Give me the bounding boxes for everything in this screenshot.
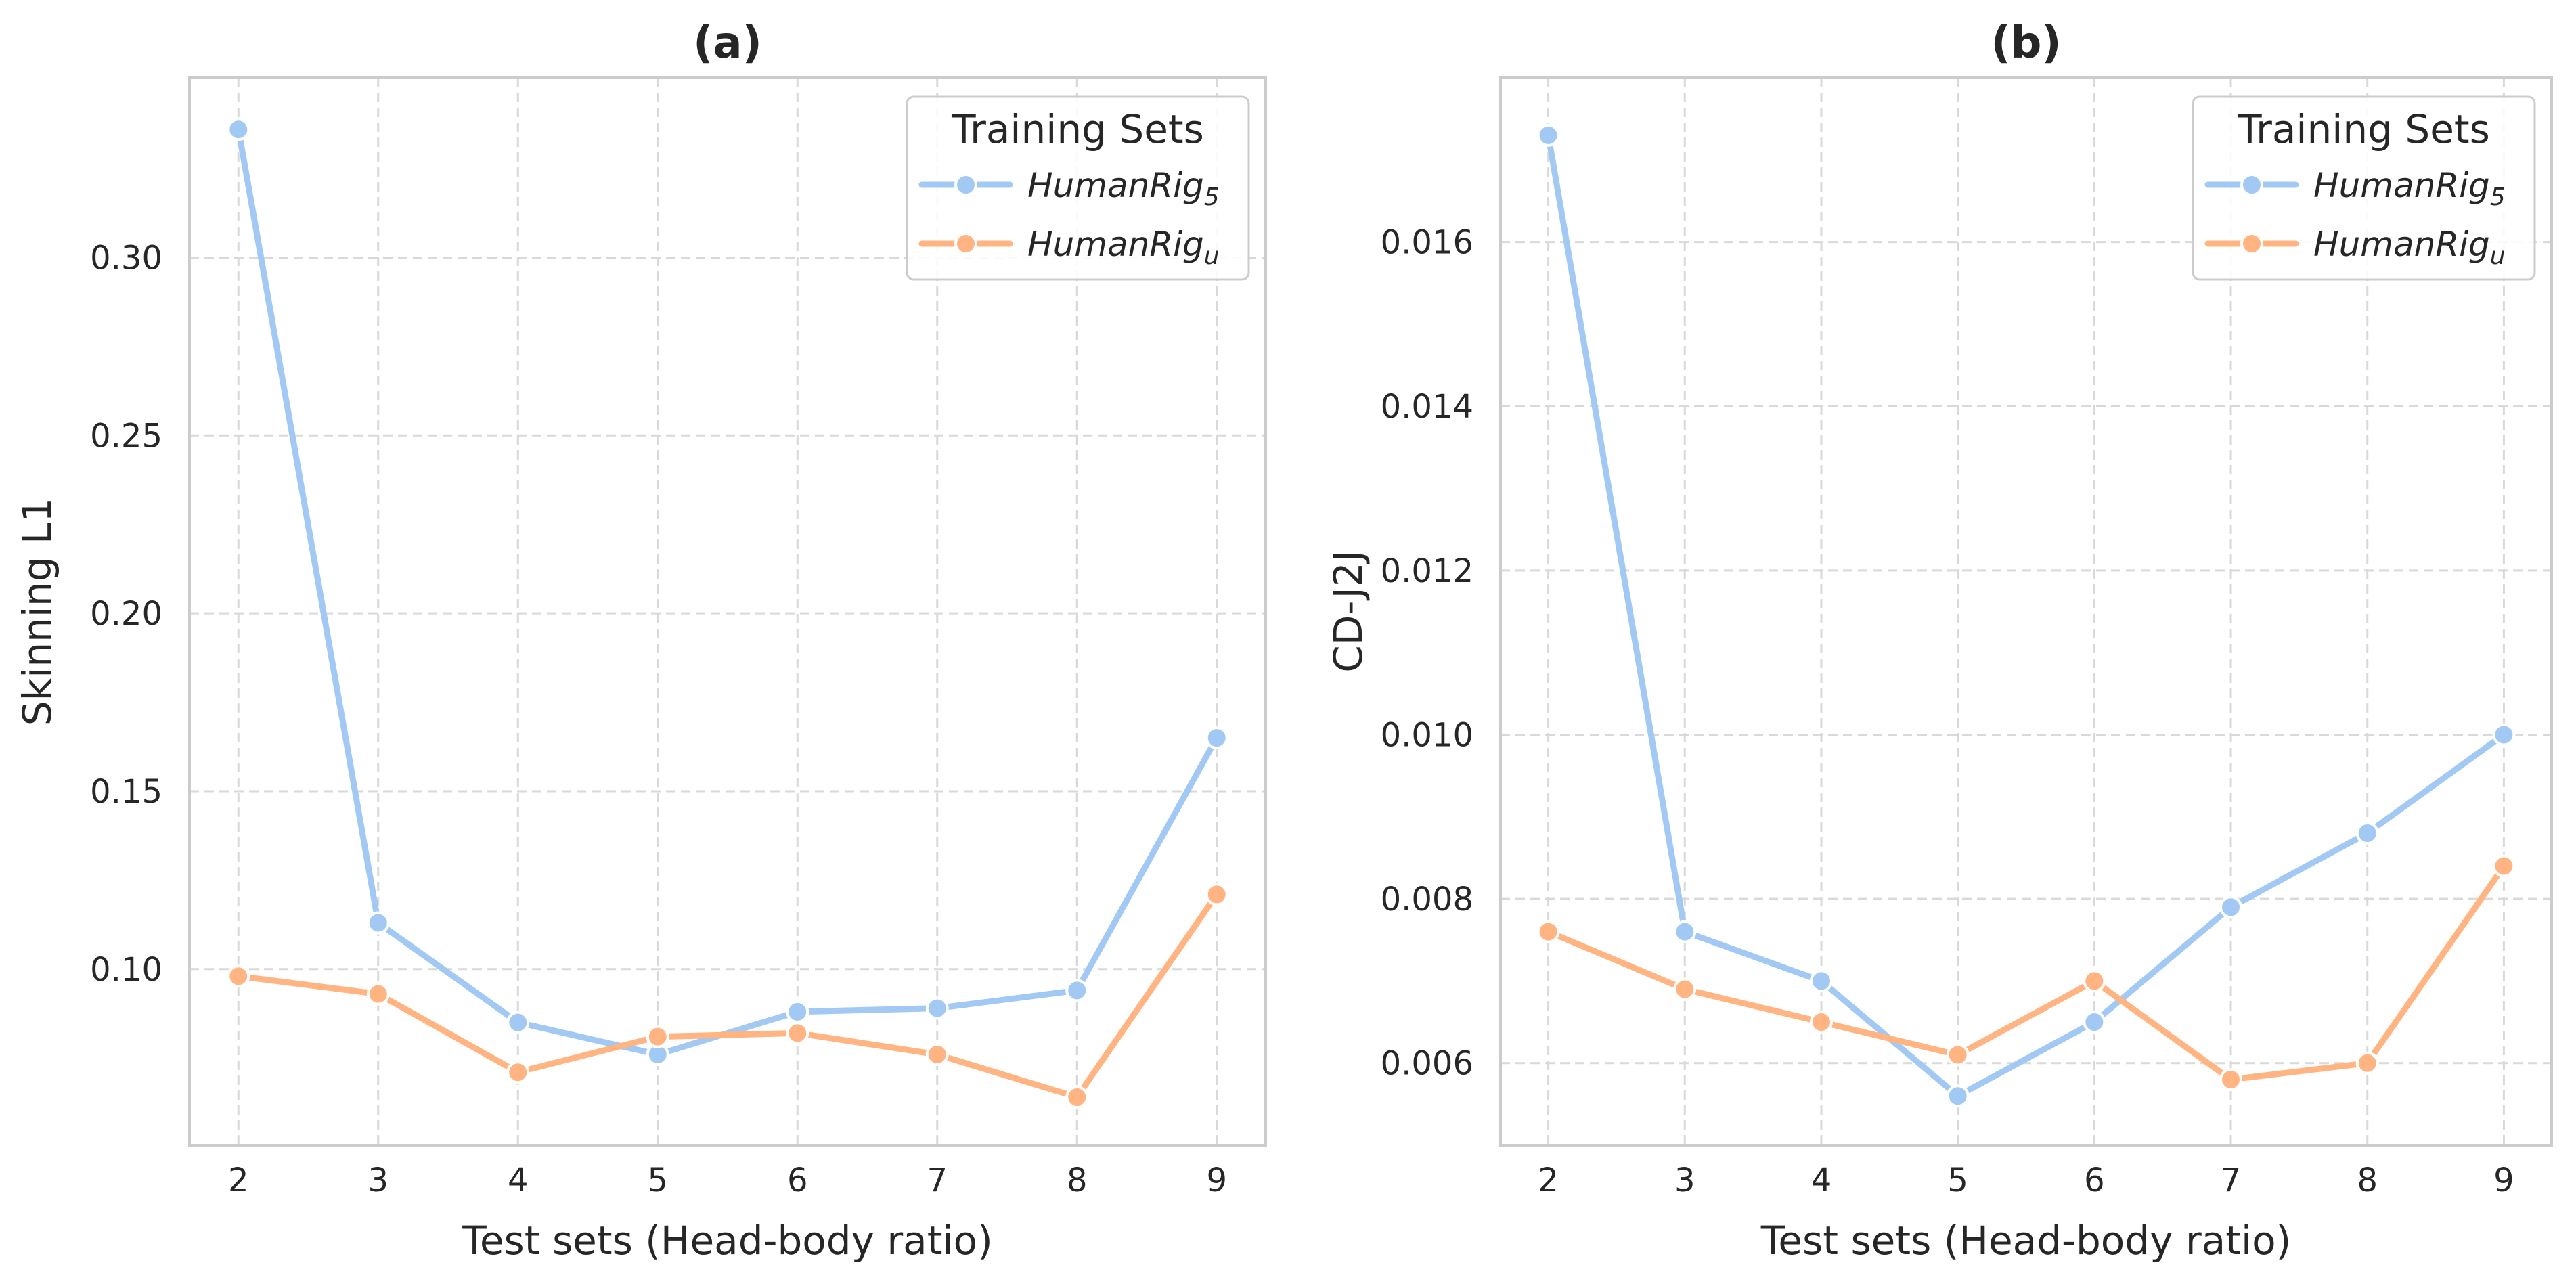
- x-tick-label: 3: [1674, 1161, 1695, 1199]
- data-point: [2492, 854, 2516, 878]
- chart-b: 2 3 4 5 6 7 8 9 0.006 0.008 0.010 0.012 0.014 0.016 (b…: [1325, 18, 2553, 1264]
- legend-entry-label: HumanRig5: [2313, 166, 2506, 211]
- y-tick-label: 0.25: [90, 417, 162, 455]
- x-tick-label: 9: [1206, 1161, 1227, 1199]
- data-point: [1536, 920, 1560, 943]
- data-point: [1809, 969, 1833, 993]
- data-point: [227, 118, 250, 141]
- legend-marker: [2240, 173, 2263, 196]
- data-point: [1946, 1043, 1970, 1067]
- plot-frame: [1499, 76, 2553, 1147]
- x-tick-label: 2: [1538, 1161, 1559, 1199]
- legend-entry-base: HumanRig: [2313, 166, 2490, 205]
- data-point: [1946, 1084, 1970, 1108]
- data-point: [646, 1025, 669, 1048]
- legend-entry-base: HumanRig: [1027, 166, 1204, 205]
- series-line: [235, 891, 1220, 1101]
- y-tick-label: 0.15: [90, 773, 162, 811]
- data-point: [2355, 822, 2379, 845]
- data-point: [925, 996, 949, 1020]
- y-tick-label: 0.006: [1381, 1045, 1473, 1083]
- legend-entry-label: HumanRigu: [1027, 225, 1220, 270]
- legend-title: Training Sets: [2237, 106, 2490, 152]
- data-point: [925, 1042, 949, 1066]
- chart-a: 2 3 4 5 6 7 8 9 0.10 0.15 0.20 0.25 0.30 (a) Test sets…: [14, 18, 1267, 1264]
- chart-title: (b): [1991, 18, 2061, 68]
- legend-title: Training Sets: [951, 106, 1204, 152]
- x-tick-label: 4: [1811, 1161, 1832, 1199]
- series-line: [1545, 863, 2507, 1083]
- x-tick-label: 8: [2357, 1161, 2378, 1199]
- legend-entry-label: HumanRig5: [1027, 166, 1220, 211]
- y-tick-label: 0.30: [90, 239, 162, 277]
- data-point: [506, 1061, 530, 1084]
- data-point: [1065, 1086, 1089, 1109]
- x-tick-label: 9: [2493, 1161, 2514, 1199]
- x-tick-label: 3: [368, 1161, 388, 1199]
- y-axis-label: Skinning L1: [14, 497, 60, 726]
- data-point: [2083, 1011, 2106, 1034]
- x-axis-label: Test sets (Head-body ratio): [1760, 1218, 2291, 1264]
- x-tick-label: 4: [508, 1161, 529, 1199]
- data-point: [2219, 895, 2243, 919]
- legend-marker: [954, 232, 977, 255]
- data-point: [1065, 979, 1089, 1002]
- data-point: [1809, 1011, 1833, 1034]
- legend-entry-subscript: u: [1204, 242, 1220, 270]
- legend-box: [2192, 95, 2536, 281]
- x-tick-label: 8: [1067, 1161, 1088, 1199]
- data-point: [366, 911, 390, 935]
- x-tick-label: 6: [2084, 1161, 2105, 1199]
- y-tick-label: 0.010: [1381, 716, 1473, 754]
- x-axis-label: Test sets (Head-body ratio): [462, 1218, 992, 1264]
- legend-marker: [954, 173, 977, 196]
- y-tick-label: 0.20: [90, 595, 162, 633]
- legend-entry-subscript: 5: [2490, 183, 2506, 211]
- data-point: [1205, 726, 1228, 750]
- data-point: [1673, 977, 1697, 1001]
- plot-frame: [188, 76, 1267, 1147]
- data-point: [1536, 123, 1560, 147]
- series-line: [1545, 132, 2507, 1099]
- data-point: [1673, 920, 1697, 943]
- data-point: [2355, 1051, 2379, 1075]
- data-point: [786, 1000, 809, 1023]
- data-point: [506, 1011, 530, 1034]
- y-axis-label: CD-J2J: [1325, 550, 1371, 672]
- x-tick-label: 6: [787, 1161, 808, 1199]
- data-point: [227, 964, 250, 988]
- data-point: [2219, 1067, 2243, 1091]
- x-tick-label: 5: [647, 1161, 668, 1199]
- legend-entry-label: HumanRigu: [2313, 225, 2506, 270]
- legend-entry-subscript: u: [2490, 242, 2506, 270]
- y-tick-label: 0.014: [1381, 388, 1473, 426]
- legend-entry-base: HumanRig: [2313, 225, 2490, 264]
- data-point: [786, 1021, 809, 1045]
- data-point: [366, 982, 390, 1006]
- y-tick-label: 0.10: [90, 951, 162, 989]
- legend-marker: [2240, 232, 2263, 255]
- x-tick-label: 5: [1947, 1161, 1968, 1199]
- legend-entry-base: HumanRig: [1027, 225, 1204, 264]
- x-tick-label: 7: [927, 1161, 948, 1199]
- legend-entry-subscript: 5: [1204, 183, 1220, 211]
- data-point: [2083, 969, 2106, 993]
- data-point: [2492, 723, 2516, 747]
- y-tick-label: 0.012: [1381, 552, 1473, 590]
- x-tick-label: 2: [228, 1161, 249, 1199]
- y-tick-label: 0.008: [1381, 881, 1473, 918]
- x-tick-label: 7: [2221, 1161, 2242, 1199]
- legend-box: [906, 95, 1250, 281]
- data-point: [1205, 883, 1228, 906]
- y-tick-label: 0.016: [1381, 224, 1473, 262]
- chart-title: (a): [693, 18, 762, 68]
